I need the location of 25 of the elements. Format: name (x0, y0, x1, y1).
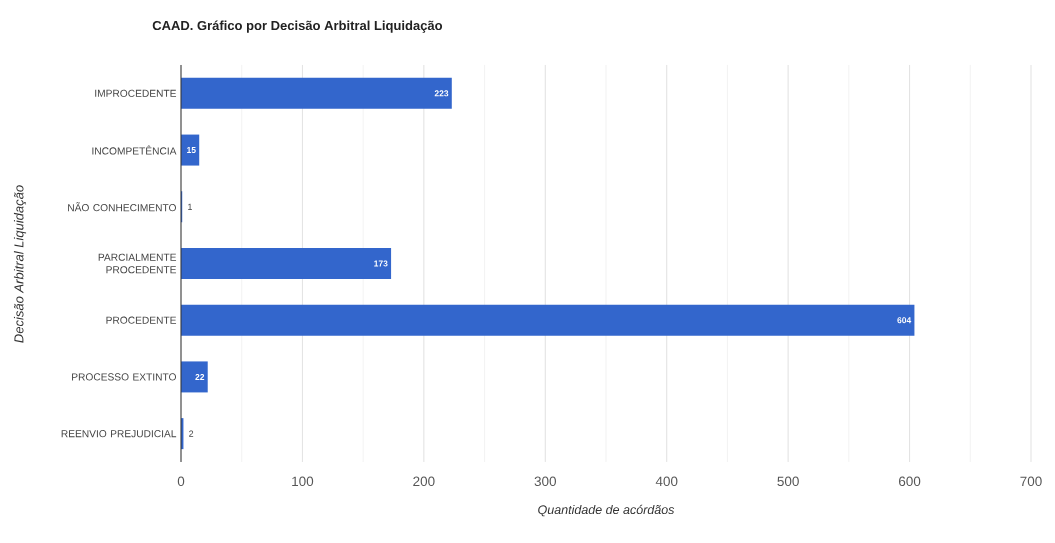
data-label: 22 (195, 373, 205, 380)
x-tick-label: 600 (898, 476, 921, 487)
y-axis-title: Decisão Arbitral Liquidação (13, 185, 27, 343)
x-tick-label: 400 (655, 476, 678, 487)
x-tick-label: 700 (1020, 476, 1042, 487)
data-label: 223 (434, 90, 449, 97)
data-label: 604 (897, 317, 912, 324)
y-tick-label: IMPROCEDENTE (95, 89, 177, 97)
y-tick-label: NÃO CONHECIMENTO (68, 202, 176, 212)
chart-title: CAAD. Gráfico por Decisão Arbitral Liquidação (152, 20, 443, 33)
x-tick-label: 200 (413, 476, 435, 487)
data-label: 2 (189, 430, 194, 437)
y-tick-label: INCOMPETÊNCIA (92, 145, 177, 155)
data-label: 173 (374, 260, 388, 267)
y-tick-label: REENVIO PREJUDICIAL (61, 430, 177, 438)
x-tick-label: 500 (777, 476, 799, 487)
x-tick-label: 300 (534, 476, 557, 487)
x-axis-title: Quantidade de acórdãos (538, 504, 675, 517)
x-tick-label: 0 (177, 476, 185, 487)
x-tick-label: 100 (292, 476, 314, 487)
y-tick-label: PROCEDENTE (106, 316, 177, 324)
data-label: 1 (188, 203, 192, 210)
data-label: 15 (187, 147, 196, 154)
y-tick-label: PARCIALMENTE PROCEDENTE (98, 253, 177, 274)
y-tick-label: PROCESSO EXTINTO (72, 373, 176, 381)
